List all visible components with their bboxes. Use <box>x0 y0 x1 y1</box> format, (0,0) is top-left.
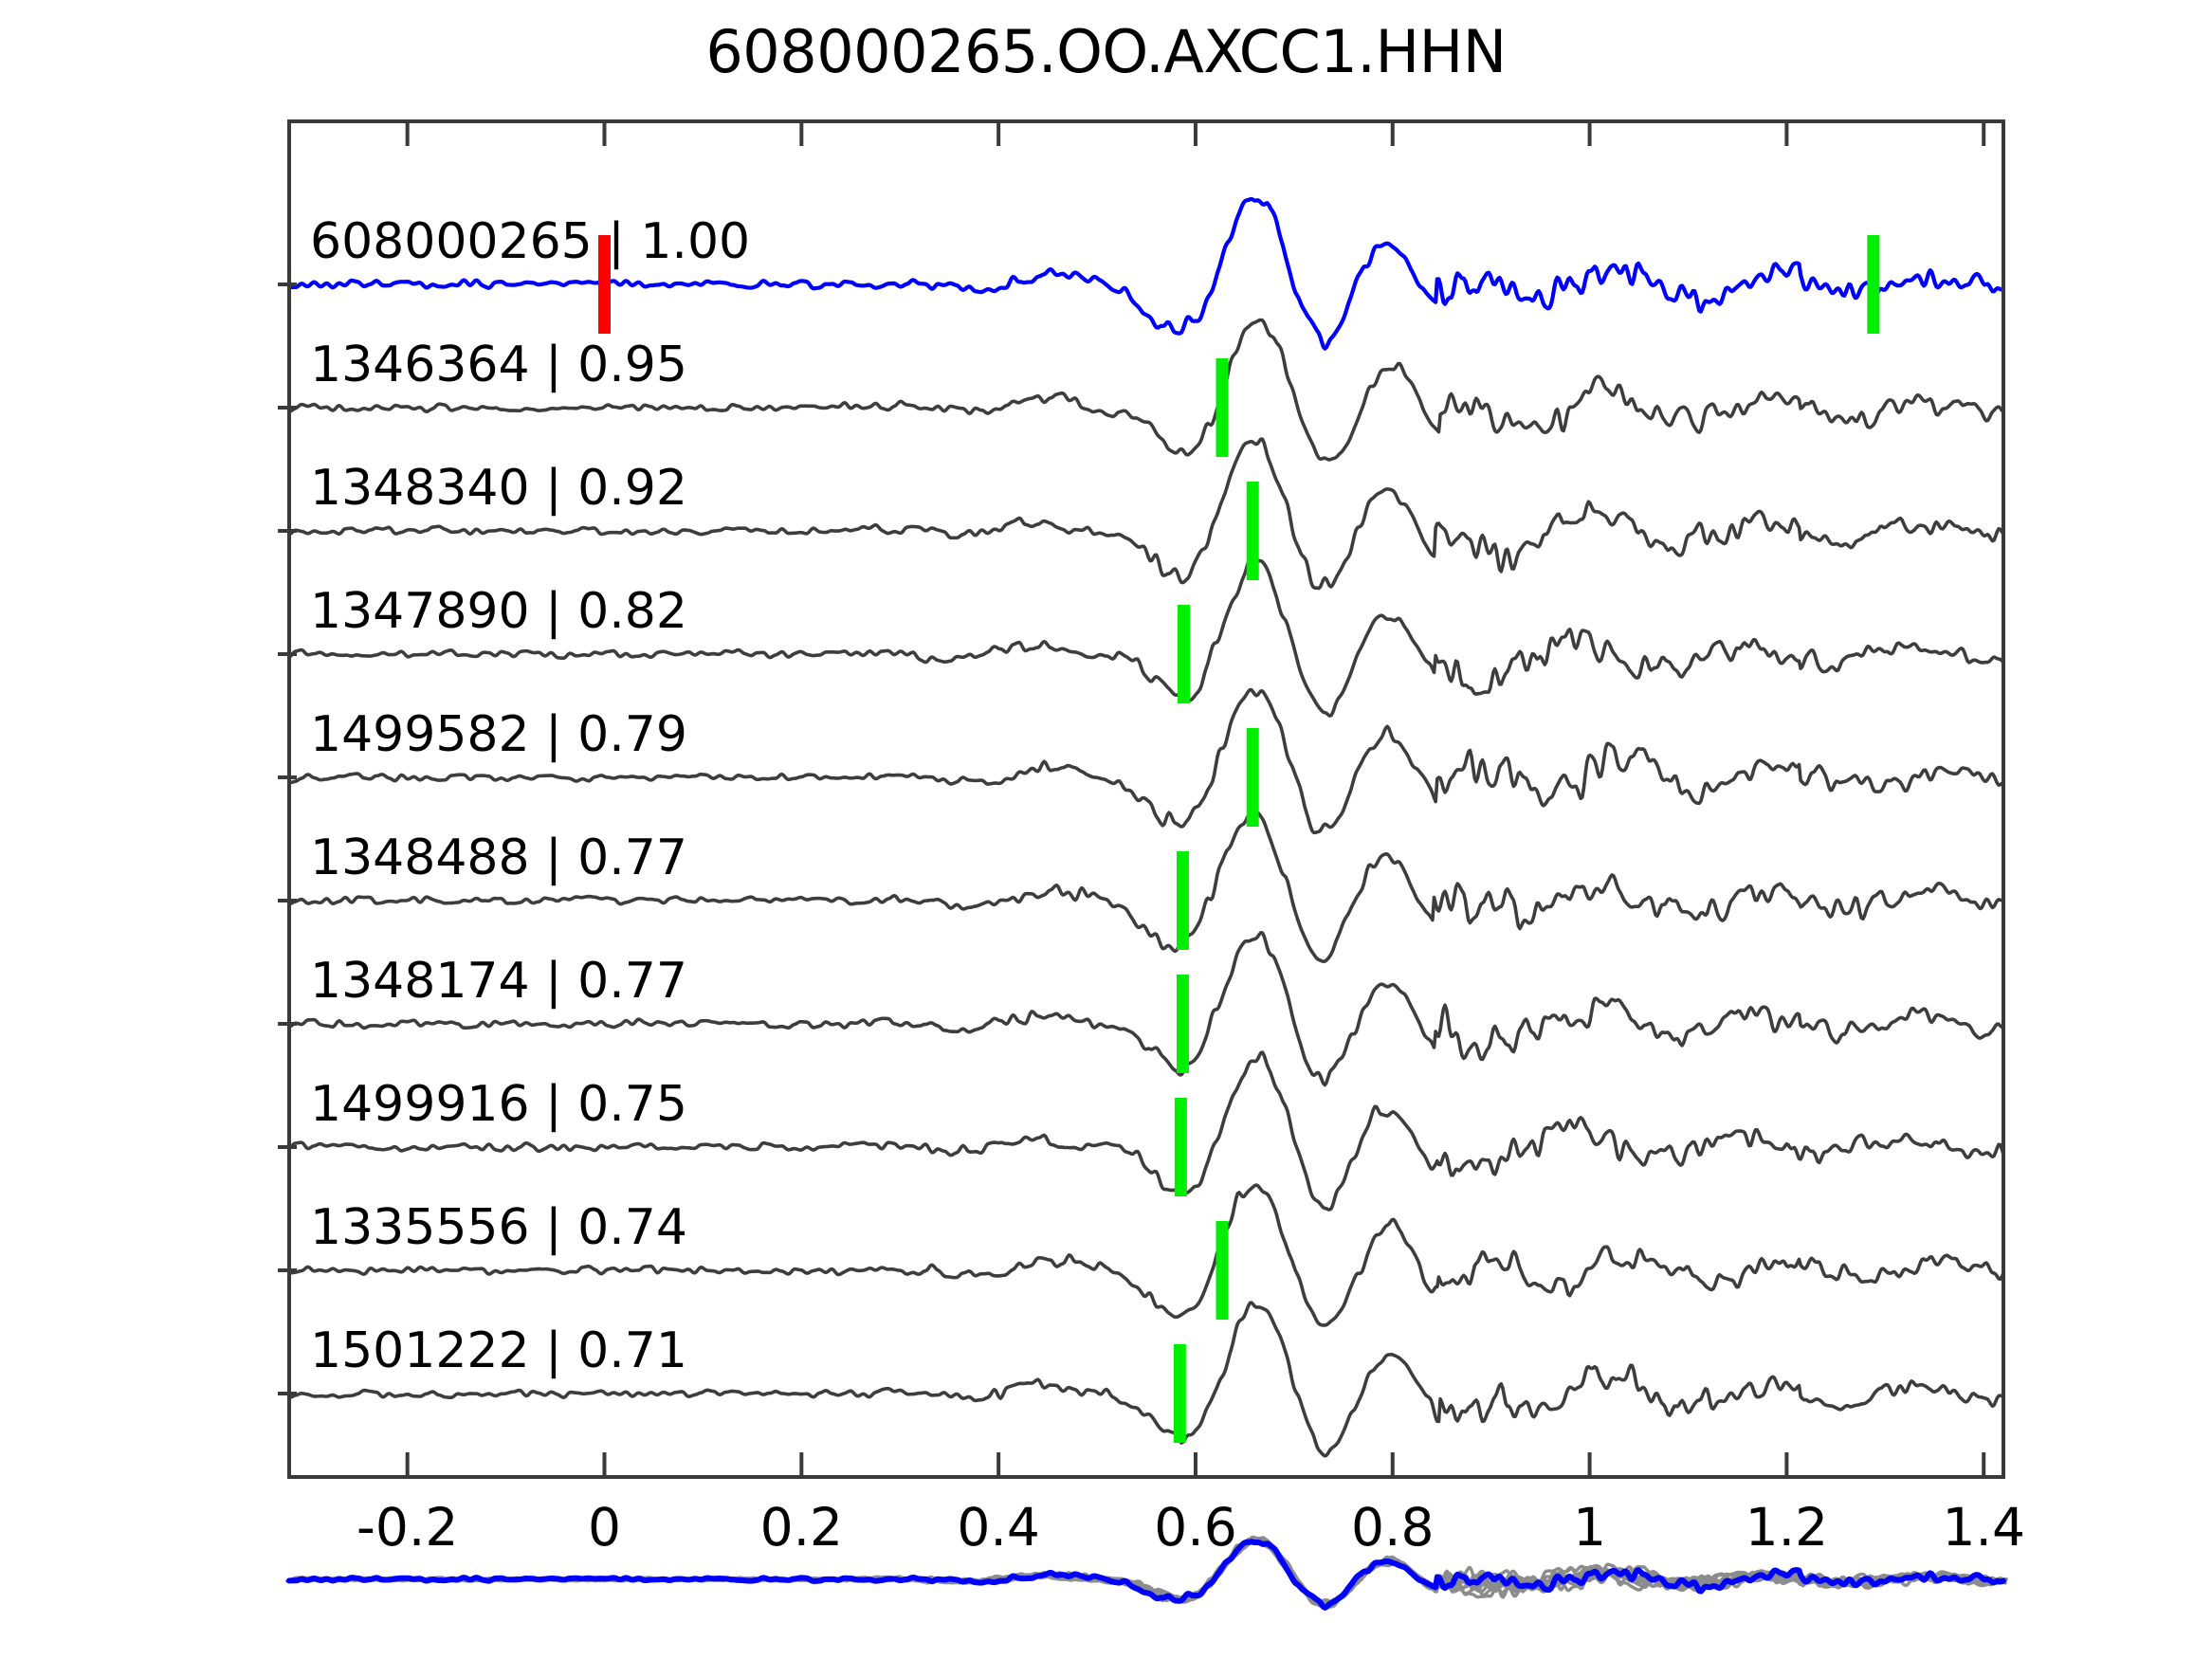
plot-frame <box>287 119 2005 1479</box>
trace-label-1347890: 1347890 | 0.82 <box>310 583 687 640</box>
x-tick-label-4: 0.6 <box>1154 1497 1236 1558</box>
x-tick-label-5: 0.8 <box>1351 1497 1434 1558</box>
x-tick-label-3: 0.4 <box>957 1497 1039 1558</box>
x-tick-label-7: 1.2 <box>1746 1497 1828 1558</box>
trace-label-1348174: 1348174 | 0.77 <box>310 953 687 1010</box>
traces-layer <box>285 196 2008 1611</box>
waveform-trace-1348174 <box>287 930 2005 1087</box>
trace-labels-layer: 608000265 | 1.00 1346364 | 0.95 1348340 | … <box>310 213 750 1379</box>
trace-label-608000265: 608000265 | 1.00 <box>310 213 750 270</box>
waveform-trace-1346364 <box>287 318 2005 462</box>
waveform-trace-608000265 <box>286 196 2006 351</box>
waveform-trace-1499582 <box>287 687 2005 835</box>
waveform-trace-1348340 <box>287 437 2005 591</box>
waveform-trace-1499916 <box>287 1050 2005 1212</box>
trace-label-1499916: 1499916 | 0.75 <box>310 1076 687 1133</box>
trace-label-1346364: 1346364 | 0.95 <box>310 337 687 393</box>
x-tick-label-1: 0 <box>588 1497 621 1558</box>
trace-label-1348340: 1348340 | 0.92 <box>310 460 687 517</box>
waveform-trace-1335556 <box>287 1183 2005 1327</box>
x-tick-label-8: 1.4 <box>1942 1497 2024 1558</box>
x-tick-label-2: 0.2 <box>760 1497 843 1558</box>
waveform-trace-1348488 <box>287 810 2005 964</box>
stack-reference-trace <box>286 1539 2006 1611</box>
page-title: 608000265.OO.AXCC1.HHN <box>705 17 1507 86</box>
picks-layer <box>598 235 1880 1443</box>
axis-layer: -0.2 0 0.2 0.4 0.6 0.8 1 1.2 1.4 <box>278 119 2025 1558</box>
trace-label-1348488: 1348488 | 0.77 <box>310 830 687 886</box>
trace-label-1499582: 1499582 | 0.79 <box>310 706 687 763</box>
waveform-trace-1501222 <box>287 1301 2005 1458</box>
x-tick-label-6: 1 <box>1573 1497 1606 1558</box>
trace-label-1335556: 1335556 | 0.74 <box>310 1199 687 1256</box>
waveform-trace-1347890 <box>287 556 2005 718</box>
x-tick-label-0: -0.2 <box>356 1497 458 1558</box>
trace-label-1501222: 1501222 | 0.71 <box>310 1322 687 1379</box>
